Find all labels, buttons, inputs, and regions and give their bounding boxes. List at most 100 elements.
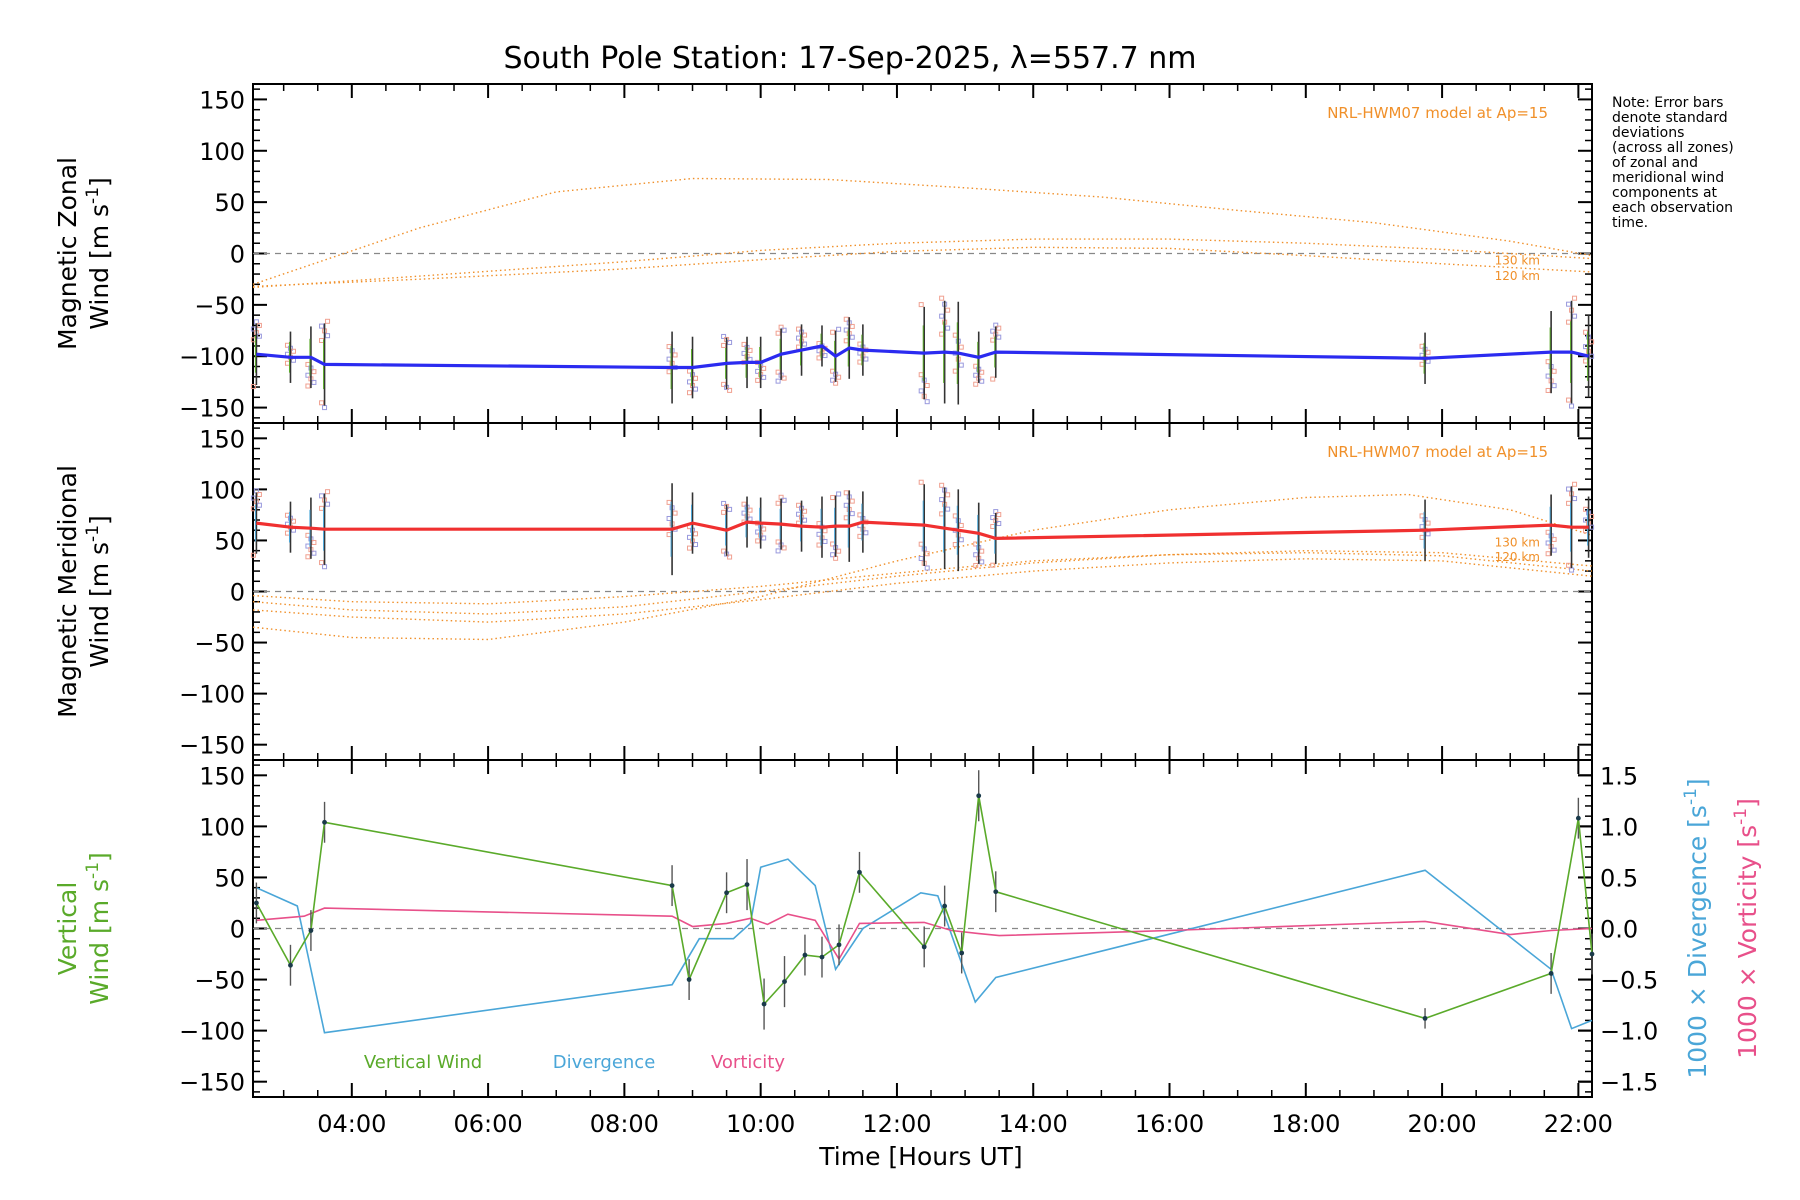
vertical-wind-point: [322, 819, 327, 825]
zone-sample: [666, 532, 672, 538]
note-line: time.: [1612, 215, 1649, 231]
zone-sample: [741, 341, 747, 347]
zone-sample: [666, 344, 672, 350]
zone-sample: [761, 374, 767, 380]
zone-sample: [945, 325, 951, 331]
vertical-wind-point: [761, 1001, 767, 1007]
zone-sample: [755, 538, 761, 544]
legend-item: Vorticity: [711, 1052, 785, 1073]
zone-sample: [322, 564, 328, 570]
y-axis-label: Magnetic Zonal Wind [m s-1]: [53, 157, 114, 350]
zone-sample: [755, 377, 761, 383]
zone-sample: [996, 325, 1002, 331]
zone-sample: [996, 512, 1002, 518]
zone-sample: [284, 360, 290, 366]
zone-sample: [939, 497, 945, 503]
zone-sample: [996, 334, 1002, 340]
zone-sample: [1551, 536, 1557, 542]
zone-sample: [284, 530, 290, 536]
y-tick-label: 100: [199, 138, 245, 166]
zone-sample: [802, 332, 808, 338]
legend-item: Divergence: [553, 1052, 656, 1073]
zone-sample: [1572, 313, 1578, 319]
divergence-line: [256, 858, 1593, 1034]
x-tick-label: 10:00: [726, 1110, 795, 1138]
zone-sample: [741, 501, 747, 507]
zone-sample: [311, 539, 317, 545]
zone-sample: [319, 400, 325, 406]
zone-sample: [863, 356, 869, 362]
zone-sample: [952, 513, 958, 519]
panel-meridional: 150 100 50 0 −50 −100 −150 NRL-HWM07 model at A…: [179, 422, 1595, 761]
zone-sample: [918, 541, 924, 547]
zone-sample: [781, 327, 787, 333]
zone-sample: [672, 510, 678, 516]
zone-sample: [693, 375, 699, 381]
zone-sample: [666, 499, 672, 505]
zone-sample: [924, 565, 930, 571]
zone-sample: [973, 552, 979, 558]
zone-sample: [1569, 567, 1575, 573]
zone-sample: [781, 375, 787, 381]
y-tick-label: −150: [179, 1069, 245, 1097]
zone-sample: [990, 376, 996, 382]
vertical-wind-point: [1575, 815, 1581, 821]
panel-zonal: 150 100 50 0 −50 −100 −150 NRL-HWM07 model at A…: [179, 83, 1595, 424]
zone-sample: [672, 352, 678, 358]
zone-sample: [781, 497, 787, 503]
zone-sample: [939, 295, 945, 301]
zone-sample: [666, 515, 672, 521]
zone-sample: [1545, 551, 1551, 557]
vertical-wind-point: [819, 954, 825, 960]
y-tick-label: 100: [199, 476, 245, 504]
zone-sample: [830, 495, 836, 501]
y-axis-label: Magnetic Meridional Wind [m s-1]: [53, 465, 114, 718]
zone-sample: [1425, 531, 1431, 537]
zone-sample: [830, 329, 836, 335]
y-tick-label: 0: [230, 241, 245, 269]
zone-sample: [747, 507, 753, 513]
x-axis-label: Time [Hours UT]: [818, 1142, 1022, 1171]
model-label: NRL-HWM07 model at Ap=15: [1327, 443, 1548, 461]
zone-sample: [1569, 403, 1575, 409]
vertical-wind-point: [1422, 1015, 1428, 1021]
zone-sample: [822, 538, 828, 544]
zone-sample: [1566, 319, 1572, 325]
zone-sample: [802, 508, 808, 514]
note-line: Note: Error bars: [1612, 95, 1724, 111]
zone-sample: [319, 493, 325, 499]
note-line: each observation: [1612, 200, 1734, 216]
zone-sample: [979, 559, 985, 565]
y-tick-label: 150: [199, 425, 245, 453]
zone-sample: [290, 348, 296, 354]
altitude-label: 120 km: [1495, 269, 1540, 283]
zone-sample: [666, 356, 672, 362]
zone-sample: [1425, 520, 1431, 526]
y2-tick-label: 0.5: [1600, 864, 1638, 892]
zone-sample: [721, 342, 727, 348]
x-tick-label: 04:00: [317, 1110, 386, 1138]
zone-sample: [1589, 353, 1595, 359]
zone-sample: [979, 378, 985, 384]
zone-sample: [727, 554, 733, 560]
vertical-wind-point: [724, 890, 729, 896]
zone-sample: [311, 379, 317, 385]
zone-sample: [721, 381, 727, 387]
zone-sample: [1419, 361, 1425, 367]
zone-sample: [918, 555, 924, 561]
y-tick-label: −100: [179, 681, 245, 709]
zone-sample: [1551, 368, 1557, 374]
zone-sample: [693, 386, 699, 392]
y-tick-label: −50: [194, 292, 245, 320]
note-line: meridional wind: [1612, 170, 1725, 186]
zone-sample: [849, 334, 855, 340]
zone-sample: [721, 509, 727, 515]
zone-sample: [918, 388, 924, 394]
zone-sample: [325, 489, 331, 495]
zone-sample: [319, 560, 325, 566]
zone-sample: [843, 338, 849, 344]
zone-sample: [1566, 301, 1572, 307]
y-tick-label: −50: [194, 967, 245, 995]
divergence-axis-label: 1000 × Divergence [s-1]: [1681, 778, 1712, 1078]
zone-sample: [996, 521, 1002, 527]
